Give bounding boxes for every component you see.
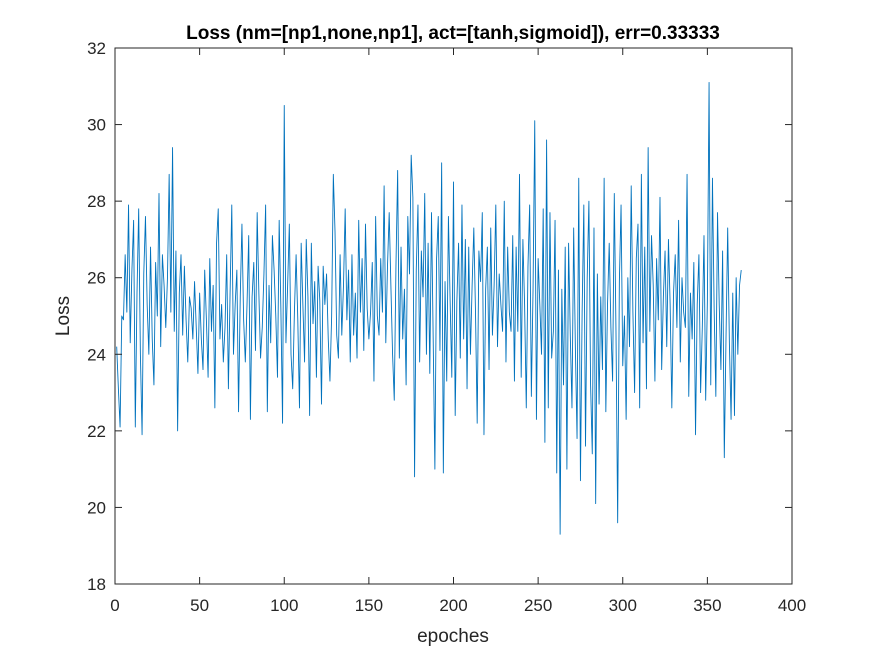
x-tick-label: 50 <box>190 596 209 615</box>
x-tick-label: 250 <box>524 596 552 615</box>
y-axis-label: Loss <box>53 296 74 336</box>
x-axis-label: epoches <box>417 626 489 647</box>
y-tick-label: 22 <box>87 422 106 441</box>
x-tick-label: 350 <box>693 596 721 615</box>
y-tick-label: 24 <box>87 345 106 364</box>
plot-area: 0 50 100 150 200 250 300 350 400 18 20 22 24 26 28 30 32 <box>87 39 806 615</box>
y-tick-label: 30 <box>87 116 106 135</box>
chart-title: Loss (nm=[np1,none,np1], act=[tanh,sigmo… <box>186 23 720 44</box>
x-tick-label: 300 <box>609 596 637 615</box>
x-tick-label: 150 <box>355 596 383 615</box>
loss-line <box>116 82 742 535</box>
y-tick-label: 32 <box>87 39 106 58</box>
x-tick-label: 400 <box>778 596 806 615</box>
y-tick-label: 28 <box>87 192 106 211</box>
y-tick-label: 18 <box>87 575 106 594</box>
x-tick-label: 100 <box>270 596 298 615</box>
y-tick-label: 20 <box>87 498 106 517</box>
x-tick-label: 200 <box>439 596 467 615</box>
x-tick-label: 0 <box>110 596 119 615</box>
y-tick-label: 26 <box>87 269 106 288</box>
